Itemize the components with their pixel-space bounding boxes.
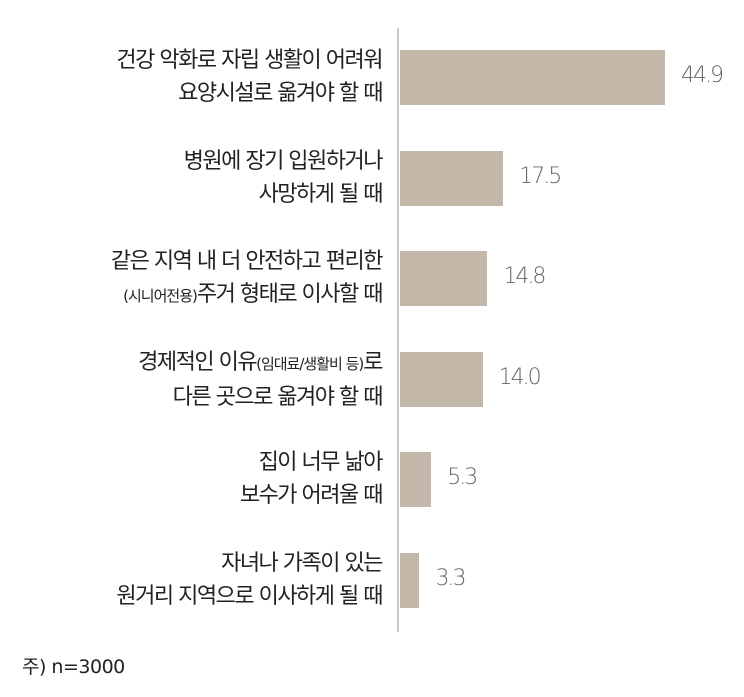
footnote: 주) n=3000: [22, 656, 125, 678]
bar: [400, 553, 420, 608]
category-label-text: 주거 형태로 이사할 때: [196, 282, 384, 308]
data-label: 14.8: [503, 264, 546, 290]
category-axis-line: [397, 28, 399, 632]
category-label-text: 병원에 장기 입원하거나: [183, 148, 384, 174]
data-label: 14.0: [498, 364, 542, 390]
category-label-text: 자녀나 가족이 있는: [221, 551, 383, 576]
bar: [400, 150, 504, 206]
category-label-text: 사망하게 될 때: [258, 181, 384, 207]
category-label-text: 경제적인 이유: [138, 349, 257, 375]
category-label-text: (임대료/생활비 등): [256, 354, 364, 373]
data-label: 17.5: [519, 163, 562, 189]
category-label-text: (시니어전용): [123, 287, 198, 306]
bar: [400, 452, 432, 508]
category-label: 같은 지역 내 더 안전하고 편리한 (시니어전용)주거 형태로 이사할 때: [110, 245, 384, 313]
data-label: 44.9: [681, 63, 724, 88]
bar: [400, 351, 483, 407]
category-label-text: 집이 너무 낢아: [258, 450, 384, 476]
category-label-text: 로: [363, 349, 383, 375]
data-label: 3.3: [435, 566, 466, 591]
bar: [400, 50, 665, 105]
category-label-text: 요양시설로 옮겨야 할 때: [178, 81, 383, 106]
data-label: 5.3: [447, 465, 478, 491]
category-label-text: 같은 지역 내 더 안전하고 편리한: [110, 249, 384, 275]
category-label-text: 원거리 지역으로 이사하게 될 때: [116, 584, 383, 609]
category-label-text: 건강 악화로 자립 생활이 어려워: [116, 48, 383, 73]
bar: [400, 251, 488, 307]
category-label-text: 다른 곳으로 옮겨야 할 때: [172, 384, 384, 410]
category-label-text: 보수가 어려울 때: [239, 483, 384, 509]
